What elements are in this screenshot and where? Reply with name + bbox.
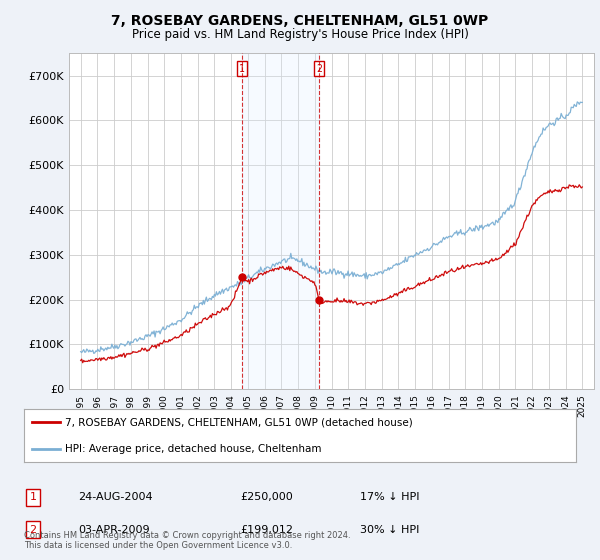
- Text: 7, ROSEBAY GARDENS, CHELTENHAM, GL51 0WP: 7, ROSEBAY GARDENS, CHELTENHAM, GL51 0WP: [112, 14, 488, 28]
- Bar: [242, 53, 319, 389]
- Text: 30% ↓ HPI: 30% ↓ HPI: [360, 525, 419, 535]
- Text: Contains HM Land Registry data © Crown copyright and database right 2024.
This d: Contains HM Land Registry data © Crown c…: [24, 530, 350, 550]
- Text: 1: 1: [239, 64, 245, 74]
- Text: 17% ↓ HPI: 17% ↓ HPI: [360, 492, 419, 502]
- Text: £250,000: £250,000: [240, 492, 293, 502]
- Text: HPI: Average price, detached house, Cheltenham: HPI: Average price, detached house, Chel…: [65, 444, 322, 454]
- Text: 7, ROSEBAY GARDENS, CHELTENHAM, GL51 0WP (detached house): 7, ROSEBAY GARDENS, CHELTENHAM, GL51 0WP…: [65, 417, 413, 427]
- Text: 1: 1: [29, 492, 37, 502]
- Text: 03-APR-2009: 03-APR-2009: [78, 525, 149, 535]
- Text: 2: 2: [316, 64, 322, 74]
- Text: 24-AUG-2004: 24-AUG-2004: [78, 492, 152, 502]
- Text: Price paid vs. HM Land Registry's House Price Index (HPI): Price paid vs. HM Land Registry's House …: [131, 28, 469, 41]
- Text: £199,012: £199,012: [240, 525, 293, 535]
- Text: 2: 2: [29, 525, 37, 535]
